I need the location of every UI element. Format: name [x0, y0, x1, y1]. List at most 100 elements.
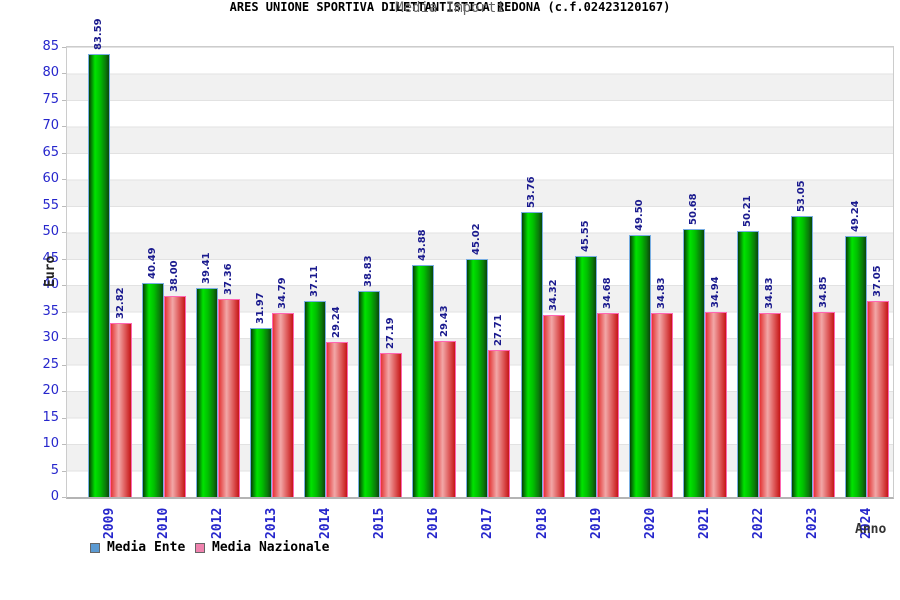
x-tick-label-2014: 2014	[318, 507, 334, 539]
x-tick-label-2022: 2022	[750, 507, 766, 539]
bar-media-ente-2023	[790, 216, 813, 497]
y-tick-label-40: 40	[42, 277, 59, 293]
bar-media-ente-2013	[250, 328, 273, 497]
y-tick-mark-30	[62, 338, 66, 340]
y-tick-label-45: 45	[42, 250, 59, 266]
y-tick-label-0: 0	[50, 489, 59, 504]
x-tick-label-2020: 2020	[642, 507, 658, 539]
bar-media-ente-2016	[412, 265, 435, 497]
bar-media-ente-2019	[574, 256, 597, 497]
value-label-media-nazionale-2018: 34.32	[547, 279, 559, 311]
bar-media-nazionale-2016	[434, 341, 457, 497]
bar-media-nazionale-2017	[488, 350, 511, 497]
x-tick-label-2015: 2015	[372, 507, 388, 539]
bar-media-nazionale-2010	[164, 296, 187, 497]
value-label-media-nazionale-2015: 27.19	[385, 317, 397, 349]
value-label-media-ente-2012: 39.41	[201, 252, 213, 284]
value-label-media-nazionale-2019: 34.68	[601, 277, 613, 309]
y-tick-label-25: 25	[42, 356, 59, 372]
bar-media-ente-2021	[682, 229, 705, 497]
value-label-media-ente-2019: 45.55	[579, 220, 591, 252]
bar-media-ente-2015	[358, 291, 381, 497]
legend-swatch-media-ente	[90, 543, 100, 553]
value-label-media-nazionale-2016: 29.43	[439, 305, 451, 337]
bar-media-nazionale-2023	[812, 312, 835, 497]
bar-media-ente-2012	[196, 288, 219, 497]
x-tick-label-2023: 2023	[804, 507, 820, 539]
x-tick-label-2017: 2017	[480, 507, 496, 539]
y-tick-label-50: 50	[42, 224, 59, 240]
value-label-media-ente-2010: 40.49	[147, 247, 159, 279]
bar-media-nazionale-2015	[380, 353, 403, 497]
y-tick-label-5: 5	[50, 462, 59, 478]
value-label-media-nazionale-2024: 37.05	[871, 265, 883, 297]
bar-media-ente-2014	[304, 301, 327, 497]
chart-title: ARES UNIONE SPORTIVA DILETTANTISTICA RED…	[229, 0, 671, 14]
y-tick-mark-55	[62, 205, 66, 207]
y-tick-label-20: 20	[42, 383, 59, 399]
y-tick-mark-40	[62, 285, 66, 287]
y-tick-mark-85	[62, 47, 66, 48]
x-tick-label-2018: 2018	[534, 507, 550, 539]
value-label-media-ente-2016: 43.88	[417, 229, 429, 261]
bar-media-nazionale-2019	[596, 313, 619, 497]
legend-label-media-nazionale: Media Nazionale	[212, 540, 330, 555]
value-label-media-ente-2018: 53.76	[525, 176, 537, 208]
y-tick-mark-60	[62, 179, 66, 181]
x-tick-label-2016: 2016	[426, 507, 442, 539]
y-tick-mark-0	[62, 497, 66, 498]
y-tick-label-35: 35	[42, 303, 59, 319]
bar-media-ente-2009	[88, 54, 110, 497]
y-tick-mark-45	[62, 258, 66, 260]
y-tick-label-65: 65	[42, 144, 59, 160]
y-tick-mark-70	[62, 126, 66, 128]
y-tick-label-75: 75	[42, 91, 59, 107]
value-label-media-ente-2013: 31.97	[255, 292, 267, 324]
y-tick-mark-15	[62, 417, 66, 419]
value-label-media-nazionale-2009: 32.82	[115, 287, 126, 319]
chart-subtitle: Media Importi	[395, 0, 505, 16]
legend: Media Ente Media Nazionale	[0, 540, 900, 560]
value-label-media-nazionale-2020: 34.83	[655, 277, 667, 309]
bar-media-ente-2010	[142, 283, 165, 497]
x-tick-label-2010: 2010	[156, 507, 172, 539]
legend-swatch-media-nazionale	[195, 543, 205, 553]
bar-media-nazionale-2012	[218, 299, 241, 497]
bar-media-nazionale-2009	[110, 323, 132, 497]
x-tick-label-2012: 2012	[210, 507, 226, 539]
value-label-media-ente-2024: 49.24	[849, 200, 861, 232]
value-label-media-ente-2017: 45.02	[471, 223, 483, 255]
y-tick-mark-25	[62, 364, 66, 366]
x-tick-label-2019: 2019	[588, 507, 604, 539]
legend-label-media-ente: Media Ente	[107, 540, 186, 555]
value-label-media-nazionale-2023: 34.85	[817, 276, 829, 308]
value-label-media-nazionale-2014: 29.24	[331, 306, 343, 338]
value-label-media-ente-2022: 50.21	[741, 195, 753, 227]
value-label-media-ente-2023: 53.05	[795, 180, 807, 212]
bar-media-ente-2018	[520, 212, 543, 497]
value-label-media-ente-2015: 38.83	[363, 255, 375, 287]
value-label-media-ente-2014: 37.11	[309, 265, 321, 297]
bar-media-nazionale-2013	[272, 313, 295, 497]
bar-media-ente-2022	[736, 231, 759, 497]
x-axis-title: Anno	[855, 522, 887, 537]
value-label-media-nazionale-2010: 38.00	[169, 260, 181, 292]
bar-media-ente-2017	[466, 259, 489, 497]
y-tick-label-80: 80	[42, 65, 59, 81]
y-tick-mark-35	[62, 311, 66, 313]
y-axis-title: Euro	[43, 255, 58, 287]
y-tick-mark-75	[62, 99, 66, 101]
value-label-media-nazionale-2013: 34.79	[277, 277, 289, 309]
bar-media-ente-2020	[628, 235, 651, 497]
bar-media-nazionale-2021	[704, 312, 727, 497]
y-tick-label-70: 70	[42, 118, 59, 134]
y-tick-mark-80	[62, 73, 66, 75]
bar-media-nazionale-2022	[758, 313, 781, 497]
value-label-media-ente-2009: 83.59	[93, 18, 104, 50]
bar-media-nazionale-2024	[866, 301, 889, 497]
y-tick-label-85: 85	[42, 39, 59, 54]
y-tick-label-30: 30	[42, 330, 59, 346]
y-tick-mark-50	[62, 232, 66, 234]
value-label-media-ente-2021: 50.68	[687, 193, 699, 225]
